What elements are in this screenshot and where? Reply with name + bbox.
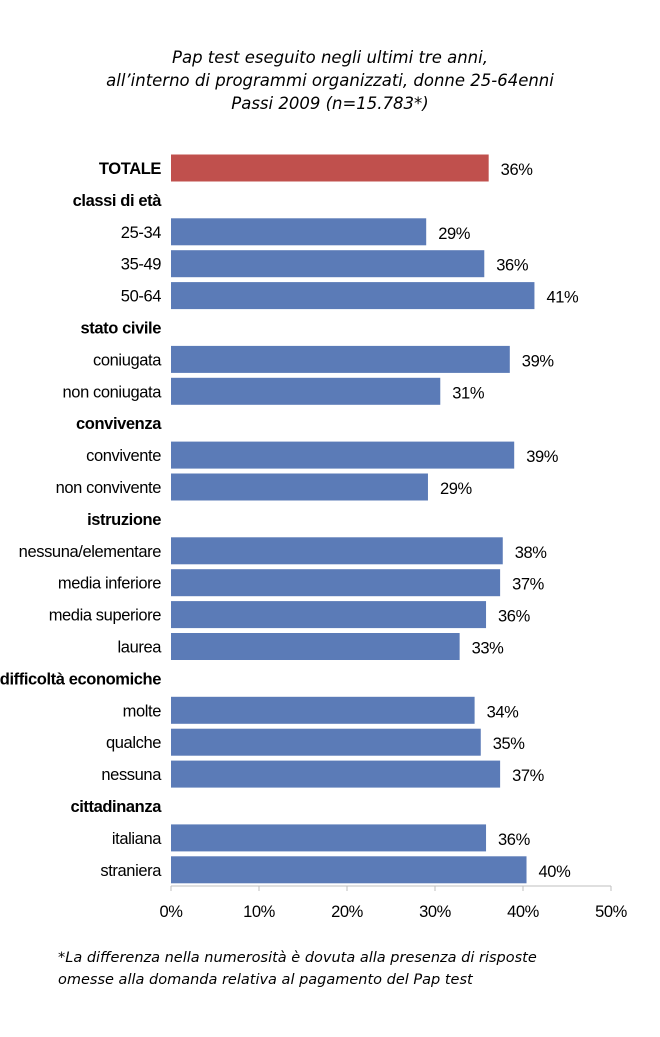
x-tick-label: 0% (159, 903, 183, 921)
bar (171, 760, 501, 788)
bar (171, 569, 501, 597)
category-header: stato civile (81, 320, 162, 338)
bar (171, 601, 487, 629)
category-label: 50-64 (121, 288, 161, 306)
category-label: media superiore (49, 607, 162, 625)
data-label: 37% (512, 576, 545, 594)
data-label: 40% (539, 863, 572, 881)
category-label: nessuna (101, 766, 162, 784)
data-label: 39% (526, 448, 559, 466)
chart-title-line-1: Pap test eseguito negli ultimi tre anni, (172, 48, 488, 67)
category-header: cittadinanza (70, 798, 162, 816)
category-label: nessuna/elementare (19, 543, 162, 561)
x-tick-label: 10% (243, 903, 276, 921)
bar (171, 537, 503, 565)
category-header: difficoltà economiche (0, 670, 161, 688)
data-label: 36% (498, 831, 531, 849)
data-label: 36% (496, 257, 529, 275)
category-label: convivente (86, 447, 161, 465)
bar (171, 218, 427, 246)
category-label: molte (123, 702, 162, 720)
bar (171, 633, 460, 660)
x-tick-label: 40% (507, 903, 540, 921)
bar (171, 824, 487, 852)
bar (171, 473, 428, 501)
data-label: 38% (515, 544, 548, 562)
data-label: 34% (487, 703, 520, 721)
bar (171, 250, 485, 278)
bar (171, 728, 481, 756)
category-label: 25-34 (121, 224, 161, 242)
chart-title-line-2: all’interno di programmi organizzati, do… (106, 71, 554, 90)
category-header: convivenza (76, 415, 162, 433)
category-label: laurea (118, 639, 163, 657)
total-bar (171, 154, 489, 182)
x-tick-label: 20% (331, 903, 364, 921)
category-header: classi di età (73, 192, 163, 210)
bar (171, 377, 441, 405)
category-label: non coniugata (63, 383, 163, 401)
data-label: 36% (501, 161, 534, 179)
chart-title-line-3: Passi 2009 (n=15.783*) (231, 94, 429, 113)
category-label: non convivente (56, 479, 162, 497)
bar (171, 441, 515, 469)
category-label: straniera (100, 862, 162, 880)
bar (171, 282, 535, 310)
data-label: 35% (493, 735, 526, 753)
bar (171, 856, 527, 884)
bar (171, 345, 510, 373)
category-label: 35-49 (121, 256, 161, 274)
footnote-line-2: omesse alla domanda relativa al pagament… (58, 972, 473, 988)
data-label: 36% (498, 608, 531, 626)
x-tick-label: 30% (419, 903, 452, 921)
category-label: media inferiore (58, 575, 161, 593)
data-label: 29% (438, 225, 471, 243)
data-label: 33% (472, 640, 505, 658)
bar-chart: TOTALE 36% classi di età 25-34 29% 35-49 36% 50… (0, 154, 628, 921)
footnote-line-1: *La differenza nella numerosità è dovuta… (58, 950, 537, 966)
data-label: 41% (546, 289, 579, 307)
category-label: italiana (112, 830, 162, 848)
bar (171, 696, 475, 724)
data-label: 31% (452, 384, 485, 402)
category-label: qualche (106, 734, 161, 752)
data-label: 37% (512, 767, 545, 785)
x-tick-label: 50% (595, 903, 628, 921)
data-label: 39% (522, 352, 555, 370)
data-label: 29% (440, 480, 473, 498)
category-label: TOTALE (99, 160, 161, 178)
category-label: coniugata (93, 351, 162, 369)
category-header: istruzione (87, 511, 161, 529)
